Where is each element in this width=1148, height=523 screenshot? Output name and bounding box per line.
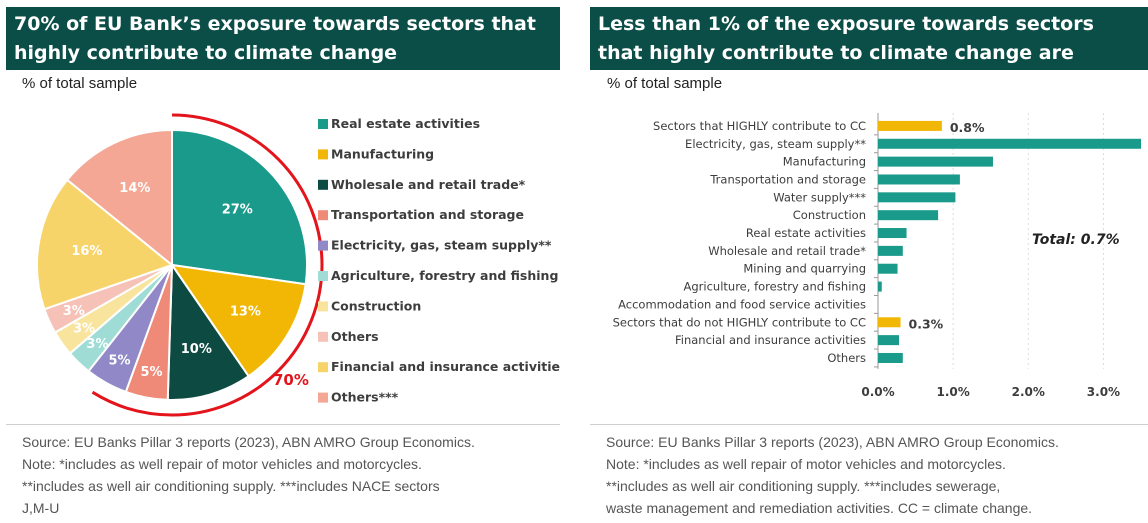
legend-swatch: [318, 119, 328, 129]
pie-slice: [171, 128, 308, 286]
bar-category-label: Manufacturing: [783, 155, 866, 169]
legend-swatch: [318, 271, 328, 281]
legend-label: Electricity, gas, steam supply**: [331, 238, 552, 253]
pie-data-label: 3%: [86, 337, 108, 352]
pie-slice: [169, 263, 307, 378]
bar: [878, 138, 1141, 149]
bar: [878, 281, 882, 292]
left-panel: 70% of EU Bank’s exposure towards sector…: [0, 0, 560, 523]
pie-slices: [36, 128, 308, 401]
left-divider: [6, 424, 560, 425]
bar-category-label: Accommodation and food service activitie…: [618, 297, 866, 311]
pie-data-label: 3%: [63, 304, 85, 319]
left-chart-subtitle: % of total sample: [22, 75, 138, 92]
legend-label: Real estate activities: [331, 116, 480, 131]
bar: [878, 192, 956, 203]
right-footnote-line: Source: EU Banks Pillar 3 reports (2023)…: [606, 434, 1059, 450]
bar-x-tick-labels: 0.0% 1.0% 2.0% 3.0%: [861, 385, 1120, 399]
legend-label: Others***: [331, 390, 399, 405]
bar-category-label: Wholesale and retail trade*: [708, 244, 866, 258]
legend-label: Financial and insurance activities: [331, 359, 560, 374]
bar: [878, 174, 960, 185]
bar-chart: 0.8% 0.3% Sectors that HIGHLY contribute t…: [613, 113, 1141, 399]
legend-label: Wholesale and retail trade*: [331, 177, 526, 192]
bar: [878, 210, 939, 221]
bar-category-label: Water supply***: [773, 190, 866, 204]
legend-label: Construction: [331, 298, 421, 313]
pie-slice: [36, 178, 175, 311]
right-chart-subtitle: % of total sample: [607, 75, 723, 92]
bar: [878, 352, 903, 363]
right-footnote-line: **includes as well air conditioning supp…: [606, 478, 1001, 494]
bar-category-label: Mining and quarrying: [743, 262, 866, 276]
bar-series: 0.8% 0.3%: [878, 120, 1141, 363]
bar: [878, 263, 898, 274]
bar-data-label: 0.8%: [950, 120, 985, 135]
legend-swatch: [318, 392, 328, 403]
legend-swatch: [318, 240, 328, 251]
legend-swatch: [318, 362, 328, 373]
bar-category-label: Real estate activities: [746, 226, 866, 240]
highlight-label: 70%: [273, 371, 309, 389]
pie-data-label: 5%: [108, 353, 130, 368]
legend-swatch: [318, 331, 328, 342]
bar: [878, 156, 993, 167]
pie-data-labels: 27%13%10%5%5%3%3%3%16%14%: [63, 181, 261, 380]
bar-x-tick-label: 1.0%: [937, 385, 970, 399]
legend-swatch: [318, 210, 328, 221]
pie-data-label: 13%: [230, 305, 261, 320]
bar-category-label: Sectors that do not HIGHLY contribute to…: [613, 315, 866, 329]
pie-data-label: 27%: [222, 202, 253, 217]
legend-label: Others: [331, 329, 379, 344]
pie-chart: 27%13%10%5%5%3%3%3%16%14%70%Real estate …: [36, 113, 560, 417]
pie-data-label: 14%: [119, 181, 150, 196]
left-footnote-line: J,M-U: [22, 500, 60, 516]
legend-label: Manufacturing: [331, 146, 434, 161]
pie-data-label: 3%: [73, 322, 95, 337]
bar-category-label: Agriculture, forestry and fishing: [684, 280, 866, 294]
bar: [878, 228, 907, 239]
legend-swatch: [318, 179, 328, 190]
pie-data-label: 5%: [141, 365, 163, 380]
bar-x-tick-label: 0.0%: [861, 385, 894, 399]
bar-category-label: Electricity, gas, steam supply**: [685, 137, 866, 151]
legend-label: Transportation and storage: [331, 207, 524, 222]
right-divider: [590, 424, 1148, 425]
left-footnote-line: Source: EU Banks Pillar 3 reports (2023)…: [22, 434, 475, 450]
pie-slice: [65, 128, 173, 268]
pie-data-label: 10%: [181, 342, 212, 357]
legend-swatch: [318, 149, 328, 160]
right-footnote-line: waste management and remediation activit…: [606, 500, 1033, 516]
right-footnote-line: Note: *includes as well repair of motor …: [606, 456, 1006, 472]
bar-x-tick-label: 3.0%: [1087, 385, 1120, 399]
highlight-arc: [91, 113, 324, 417]
bar: [878, 335, 900, 346]
bar-x-tick-label: 2.0%: [1012, 385, 1045, 399]
legend-label: Agriculture, forestry and fishing: [331, 268, 558, 283]
right-chart-title: Less than 1% of the exposure towards sec…: [590, 7, 1148, 93]
left-footnote-line: Note: *includes as well repair of motor …: [22, 456, 422, 472]
bar-category-label: Transportation and storage: [709, 172, 866, 186]
left-footnote-line: **includes as well air conditioning supp…: [22, 478, 440, 494]
bar-category-label: Construction: [793, 208, 866, 222]
right-panel: Less than 1% of the exposure towards sec…: [590, 0, 1148, 523]
pie-legend: Real estate activities Manufacturing Whole…: [318, 116, 560, 405]
left-footnote: Source: EU Banks Pillar 3 reports (2023)…: [22, 431, 552, 519]
bar: [878, 245, 903, 256]
bar-total-annotation: Total: 0.7%: [1032, 232, 1120, 248]
pie-slice: [166, 261, 250, 401]
left-chart-title: 70% of EU Bank’s exposure towards sector…: [6, 7, 560, 70]
legend-swatch: [318, 301, 328, 312]
pie-data-label: 16%: [71, 244, 102, 259]
bar-category-label: Others: [827, 351, 866, 365]
bar: [878, 317, 901, 328]
bar-data-label: 0.3%: [909, 316, 944, 331]
bar-category-label: Sectors that HIGHLY contribute to CC: [653, 119, 866, 133]
right-footnote: Source: EU Banks Pillar 3 reports (2023)…: [606, 431, 1146, 519]
bar-category-labels: Sectors that HIGHLY contribute to CC Elec…: [613, 119, 867, 365]
bar-category-label: Financial and insurance activities: [675, 333, 866, 347]
bar: [878, 120, 942, 131]
